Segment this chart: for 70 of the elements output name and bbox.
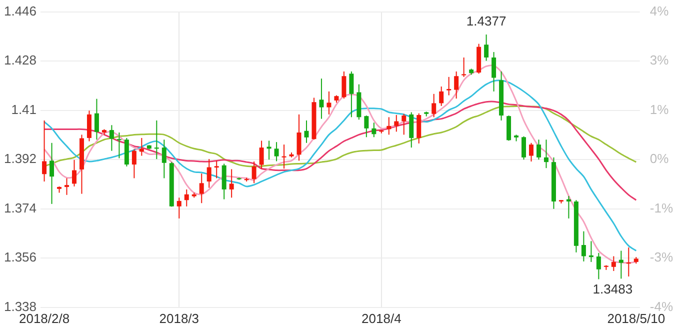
y2-tick-label: 4% — [650, 3, 670, 18]
candlestick — [72, 159, 76, 187]
candlestick — [416, 112, 422, 144]
candlestick — [581, 230, 586, 262]
candlestick — [116, 132, 122, 159]
y2-tick-label: 3% — [650, 52, 670, 68]
candlestick — [259, 140, 264, 170]
candlestick — [364, 115, 369, 138]
candlestick — [282, 144, 286, 170]
candlestick — [64, 178, 69, 196]
candlestick — [544, 139, 548, 169]
y2-tick-label: 0% — [650, 151, 670, 166]
candlestick — [139, 137, 144, 156]
candlestick — [206, 158, 212, 188]
y-tick-label: 1.446 — [4, 3, 37, 18]
candlestick — [522, 136, 526, 160]
candlestick — [266, 140, 272, 160]
candlestick — [94, 98, 99, 140]
candlestick — [492, 52, 496, 92]
candlestick — [588, 240, 594, 262]
y2-tick-label: -1% — [650, 200, 674, 216]
candlestick — [372, 122, 376, 138]
candlestick — [162, 139, 166, 179]
candlestick — [409, 112, 414, 148]
candlestick — [214, 160, 219, 179]
x-tick-label: 2018/4 — [362, 310, 402, 326]
x-tick-label: 2018/3 — [159, 310, 200, 326]
candlestick — [252, 161, 256, 184]
candlestick — [566, 196, 571, 219]
candlestick — [42, 120, 47, 182]
y-tick-label: 1.356 — [4, 250, 37, 265]
y-tick-label: 1.428 — [4, 52, 37, 68]
candlestick — [439, 86, 444, 106]
candlestick — [626, 246, 631, 277]
y2-tick-label: 1% — [650, 102, 670, 117]
y-tick-label: 1.41 — [11, 102, 37, 117]
candlestick — [618, 250, 624, 280]
candlestick — [402, 113, 406, 136]
y2-tick-label: -3% — [650, 250, 674, 265]
candlestick — [154, 120, 159, 160]
candlestick — [50, 142, 54, 204]
candlestick — [274, 142, 279, 162]
candlestick — [536, 139, 541, 160]
annotation: 1.3483 — [592, 281, 633, 296]
candlestick — [176, 197, 182, 219]
candlestick — [596, 252, 601, 280]
candlestick — [611, 256, 616, 272]
candlestick — [229, 168, 234, 198]
candlestick — [109, 124, 114, 152]
line-series — [44, 100, 637, 201]
candlestick — [484, 34, 489, 62]
candlestick — [446, 76, 452, 96]
candlestick — [394, 114, 399, 132]
candlestick — [326, 90, 332, 115]
candlestick — [349, 70, 354, 118]
candlestick — [462, 57, 466, 78]
candlestick — [184, 188, 189, 207]
candlestick — [319, 78, 324, 120]
candlestick — [199, 173, 204, 204]
y-tick-label: 1.374 — [4, 200, 37, 216]
candlestick — [529, 142, 534, 162]
candlestick — [432, 93, 436, 118]
candlestick — [342, 70, 346, 100]
y-tick-label: 1.392 — [4, 151, 37, 166]
candlestick — [304, 120, 309, 144]
candlestick — [386, 116, 392, 136]
candlestick — [86, 110, 92, 142]
annotation: 1.4377 — [466, 14, 506, 29]
candlestick — [132, 148, 136, 179]
candlestick — [454, 70, 459, 100]
